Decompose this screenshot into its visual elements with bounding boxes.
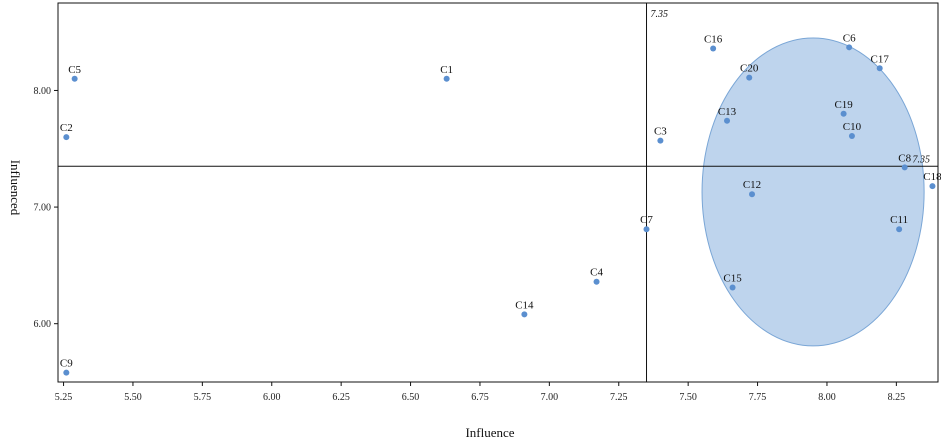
point-label: C6 — [843, 32, 856, 44]
point-label: C5 — [68, 64, 81, 76]
data-point — [63, 369, 70, 376]
x-tick-label: 8.00 — [818, 392, 836, 403]
point-label: C12 — [743, 179, 761, 191]
x-tick-label: 5.25 — [55, 392, 73, 403]
data-point — [848, 132, 855, 139]
data-point — [901, 164, 908, 171]
point-label: C18 — [923, 171, 941, 183]
highlight-ellipse — [701, 37, 925, 347]
point-label: C2 — [60, 122, 73, 134]
point-label: C8 — [898, 152, 911, 164]
x-reference-label: 7.35 — [651, 9, 669, 20]
data-point — [749, 191, 756, 198]
data-point — [657, 137, 664, 144]
point-label: C4 — [590, 267, 603, 279]
point-label: C13 — [718, 106, 737, 118]
data-point — [876, 65, 883, 72]
data-point — [443, 75, 450, 82]
data-point — [593, 278, 600, 285]
x-tick-label: 7.25 — [610, 392, 628, 403]
point-label: C7 — [640, 214, 653, 226]
point-label: C3 — [654, 126, 667, 138]
point-label: C17 — [871, 53, 890, 65]
data-point — [521, 311, 528, 318]
x-axis-title: Influence — [465, 425, 514, 440]
data-point — [929, 183, 936, 190]
data-point — [63, 134, 70, 141]
point-label: C1 — [440, 64, 453, 76]
x-tick-label: 6.50 — [402, 392, 420, 403]
point-label: C14 — [515, 299, 534, 311]
x-tick-label: 8.25 — [888, 392, 906, 403]
y-tick-label: 8.00 — [34, 86, 52, 97]
x-tick-label: 7.75 — [749, 392, 767, 403]
point-label: C15 — [723, 273, 742, 285]
y-tick-label: 7.00 — [34, 203, 52, 214]
reference-lines: 7.35 7.35 — [58, 3, 938, 382]
x-tick-label: 6.75 — [471, 392, 489, 403]
y-tick-label: 6.00 — [34, 319, 52, 330]
data-point — [71, 75, 78, 82]
point-label: C10 — [843, 121, 862, 133]
point-label: C20 — [740, 63, 759, 75]
point-label: C19 — [834, 99, 853, 111]
data-point — [896, 226, 903, 233]
point-label: C16 — [704, 33, 723, 45]
data-point — [729, 284, 736, 291]
plot-frame — [57, 2, 939, 383]
point-label: C11 — [890, 214, 908, 226]
data-point — [710, 45, 717, 52]
x-tick-label: 5.75 — [194, 392, 212, 403]
data-point — [840, 110, 847, 117]
y-axis-title: Influenced — [8, 160, 23, 216]
x-tick-label: 6.25 — [332, 392, 350, 403]
data-point — [846, 44, 853, 51]
data-points: C1 C2 C3 C4 C5 C6 C7 C8 C9 C10 C11 C12 C13 C14 C15 C16 C… — [60, 32, 941, 376]
x-tick-label: 6.00 — [263, 392, 281, 403]
x-tick-label: 7.00 — [541, 392, 559, 403]
data-point — [724, 117, 731, 124]
y-axis: 6.00 7.00 8.00 — [34, 86, 58, 330]
point-label: C9 — [60, 358, 73, 370]
x-tick-label: 5.50 — [124, 392, 142, 403]
data-point — [746, 74, 753, 81]
data-point — [643, 226, 650, 233]
x-axis: 5.25 5.50 5.75 6.00 6.25 6.50 6.75 7.00 7.25 7.50… — [55, 382, 905, 403]
x-tick-label: 7.50 — [679, 392, 697, 403]
y-reference-label: 7.35 — [913, 154, 931, 165]
